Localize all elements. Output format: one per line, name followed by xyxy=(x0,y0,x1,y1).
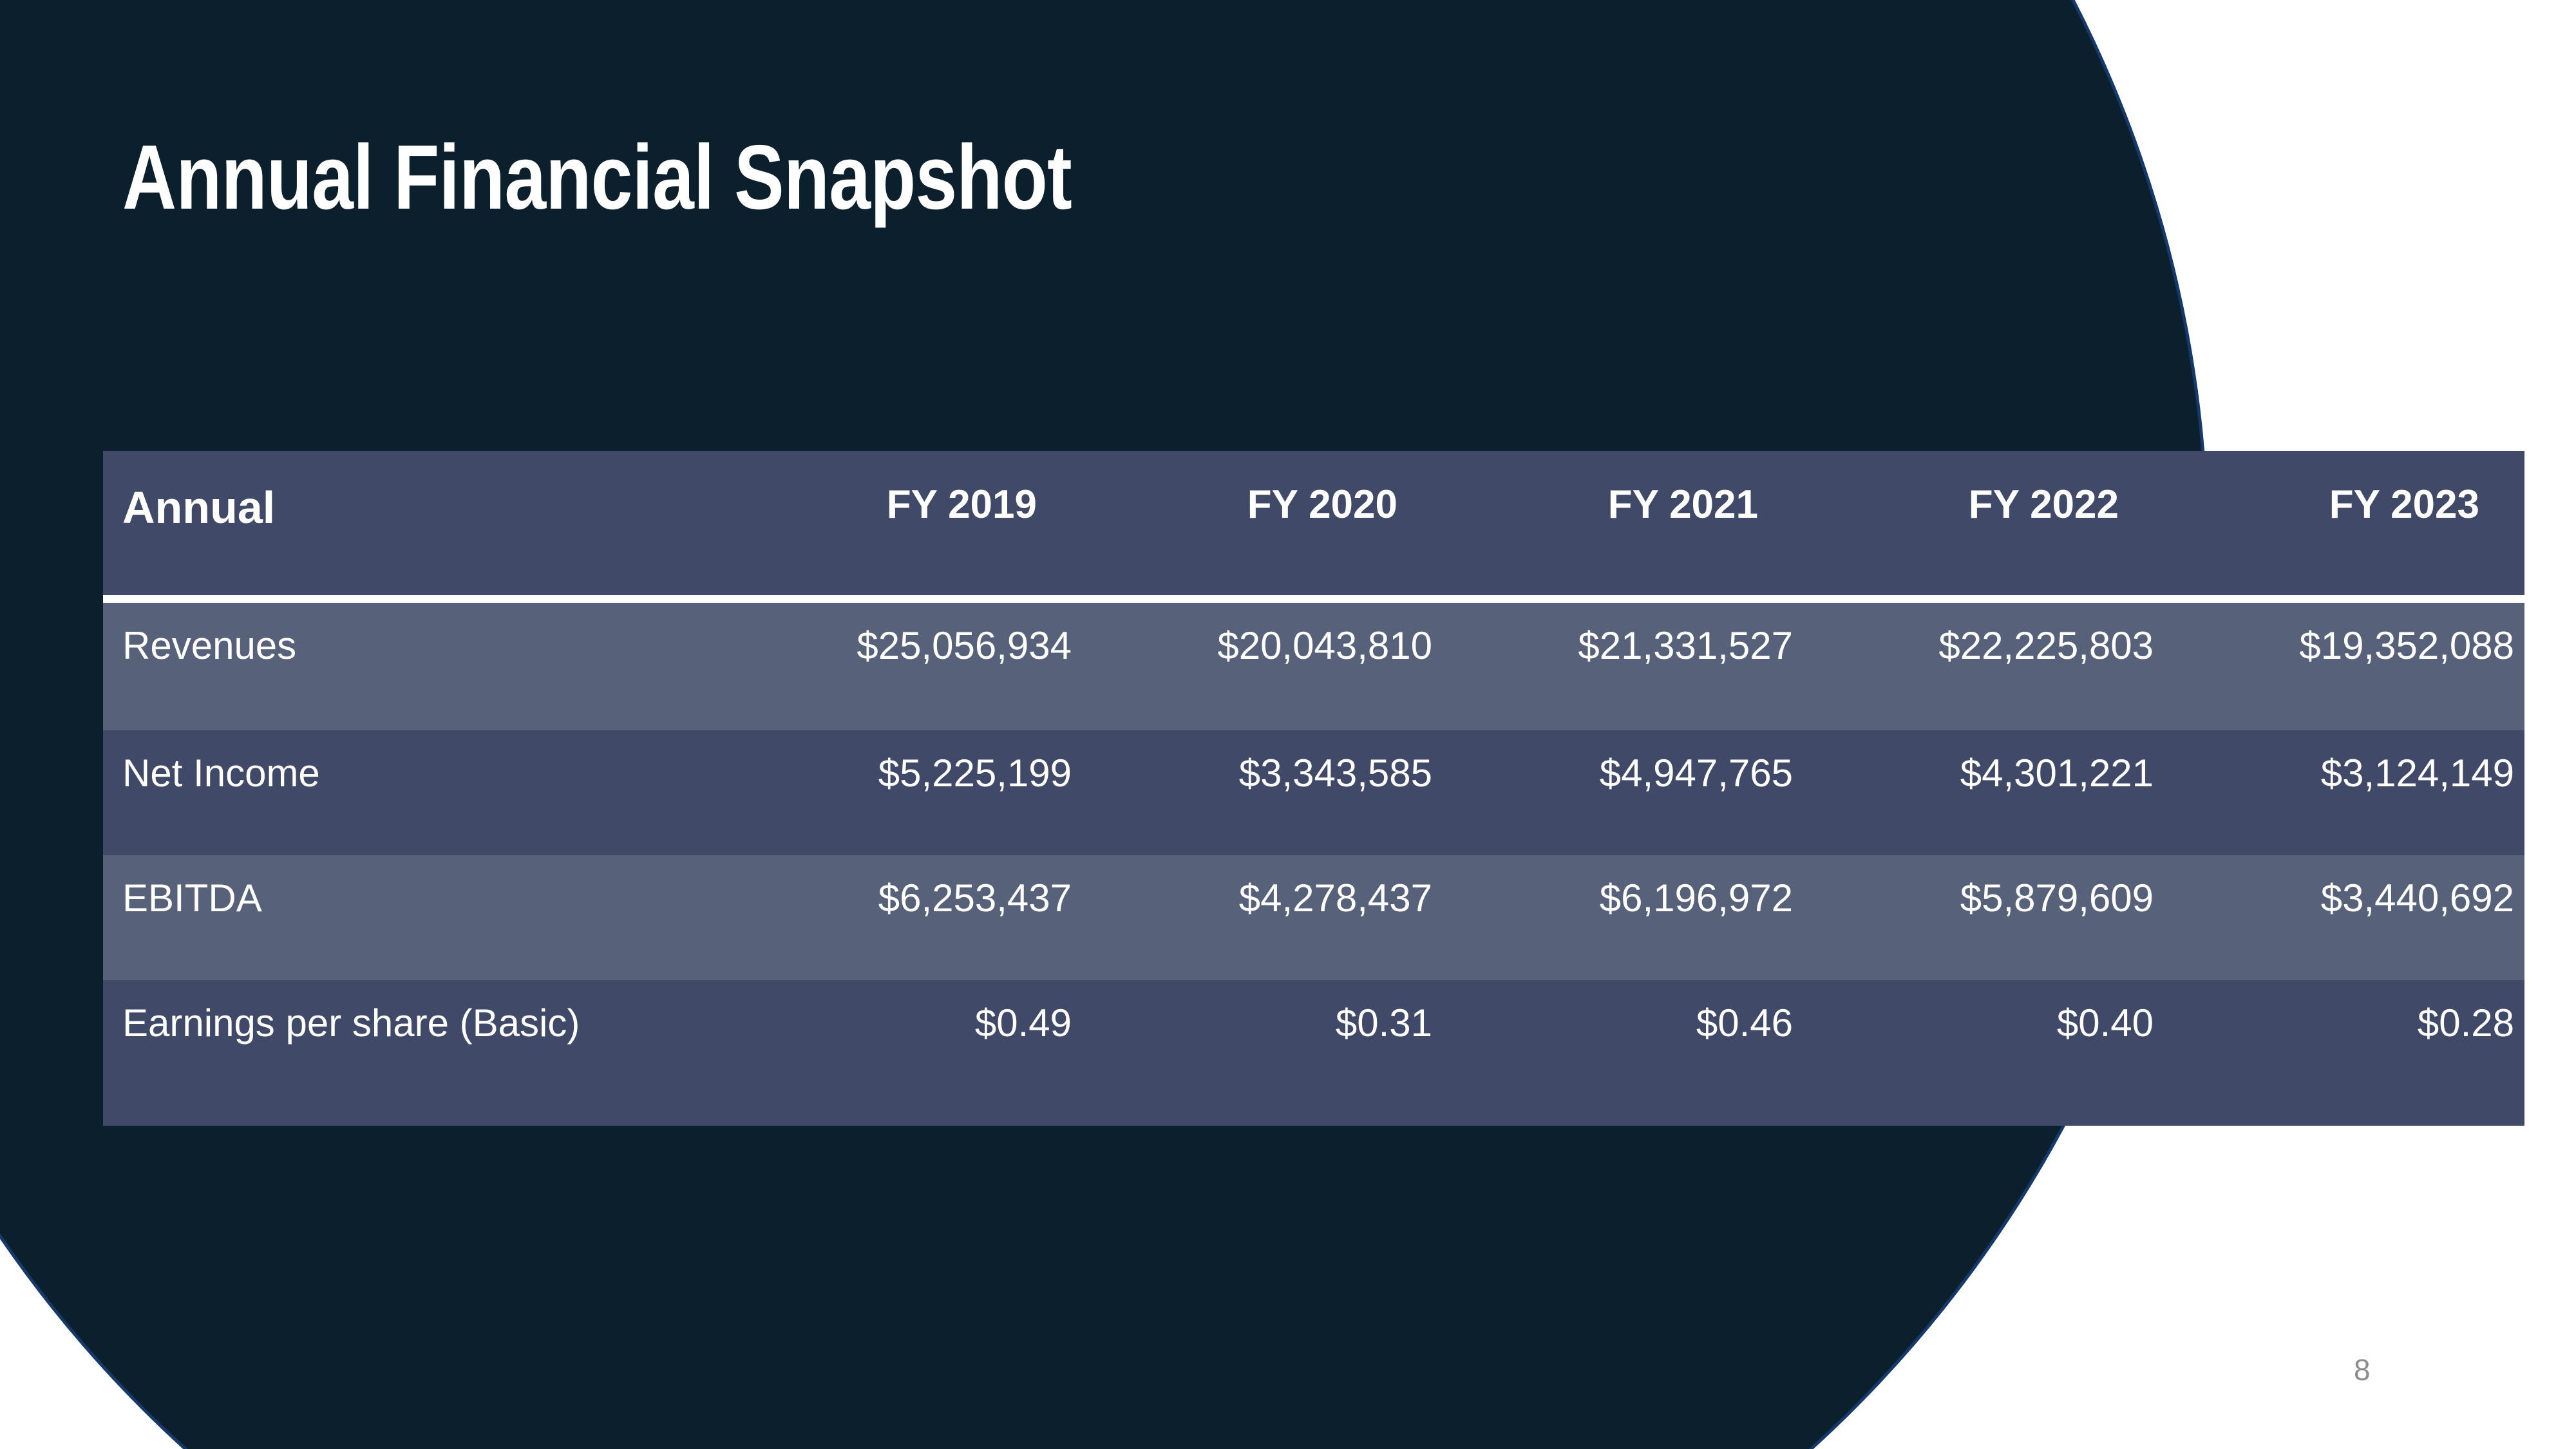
cell-revenues-fy2023: $19,352,088 xyxy=(2299,624,2514,667)
cell-revenues-fy2022: $22,225,803 xyxy=(1938,624,2154,667)
cell-eps-fy2020: $0.31 xyxy=(1335,1001,1432,1045)
cell-ebitda-fy2021: $6,196,972 xyxy=(1599,876,1793,920)
cell-net-income-fy2022: $4,301,221 xyxy=(1960,752,2154,795)
cell-eps-fy2021: $0.46 xyxy=(1696,1001,1793,1045)
cell-ebitda-fy2022: $5,879,609 xyxy=(1960,876,2154,920)
cell-eps-fy2019: $0.49 xyxy=(974,1001,1072,1045)
cell-ebitda-fy2020: $4,278,437 xyxy=(1238,876,1432,920)
cell-revenues-fy2020: $20,043,810 xyxy=(1217,624,1432,667)
table-row-ebitda: EBITDA $6,253,437 $4,278,437 $6,196,972 … xyxy=(103,855,2524,980)
background-circle xyxy=(0,0,2209,1449)
cell-revenues-fy2019: $25,056,934 xyxy=(857,624,1072,667)
cell-net-income-fy2019: $5,225,199 xyxy=(878,752,1072,795)
column-header-fy2021: FY 2021 xyxy=(1443,451,1803,603)
column-header-fy2020: FY 2020 xyxy=(1082,451,1443,603)
financial-table: Annual FY 2019 FY 2020 FY 2021 FY 2022 F… xyxy=(103,451,2524,1126)
column-header-fy2022: FY 2022 xyxy=(1803,451,2164,603)
row-label-ebitda: EBITDA xyxy=(122,876,262,920)
cell-eps-fy2023: $0.28 xyxy=(2417,1001,2514,1045)
table-row-eps: Earnings per share (Basic) $0.49 $0.31 $… xyxy=(103,980,2524,1126)
column-header-fy2023: FY 2023 xyxy=(2164,451,2524,603)
table-row-revenues: Revenues $25,056,934 $20,043,810 $21,331… xyxy=(103,599,2524,730)
page-number: 8 xyxy=(2354,1353,2371,1387)
cell-eps-fy2022: $0.40 xyxy=(2056,1001,2154,1045)
column-header-fy2019: FY 2019 xyxy=(721,451,1082,603)
cell-ebitda-fy2023: $3,440,692 xyxy=(2320,876,2514,920)
cell-net-income-fy2023: $3,124,149 xyxy=(2320,752,2514,795)
slide-title: Annual Financial Snapshot xyxy=(122,126,1072,229)
cell-net-income-fy2020: $3,343,585 xyxy=(1238,752,1432,795)
column-header-annual: Annual xyxy=(103,451,721,603)
table-row-net-income: Net Income $5,225,199 $3,343,585 $4,947,… xyxy=(103,730,2524,855)
cell-ebitda-fy2019: $6,253,437 xyxy=(878,876,1072,920)
table-header-row: Annual FY 2019 FY 2020 FY 2021 FY 2022 F… xyxy=(103,451,2524,603)
row-label-eps: Earnings per share (Basic) xyxy=(122,1001,580,1045)
cell-net-income-fy2021: $4,947,765 xyxy=(1599,752,1793,795)
row-label-revenues: Revenues xyxy=(122,624,297,667)
cell-revenues-fy2021: $21,331,527 xyxy=(1578,624,1793,667)
row-label-net-income: Net Income xyxy=(122,752,320,795)
